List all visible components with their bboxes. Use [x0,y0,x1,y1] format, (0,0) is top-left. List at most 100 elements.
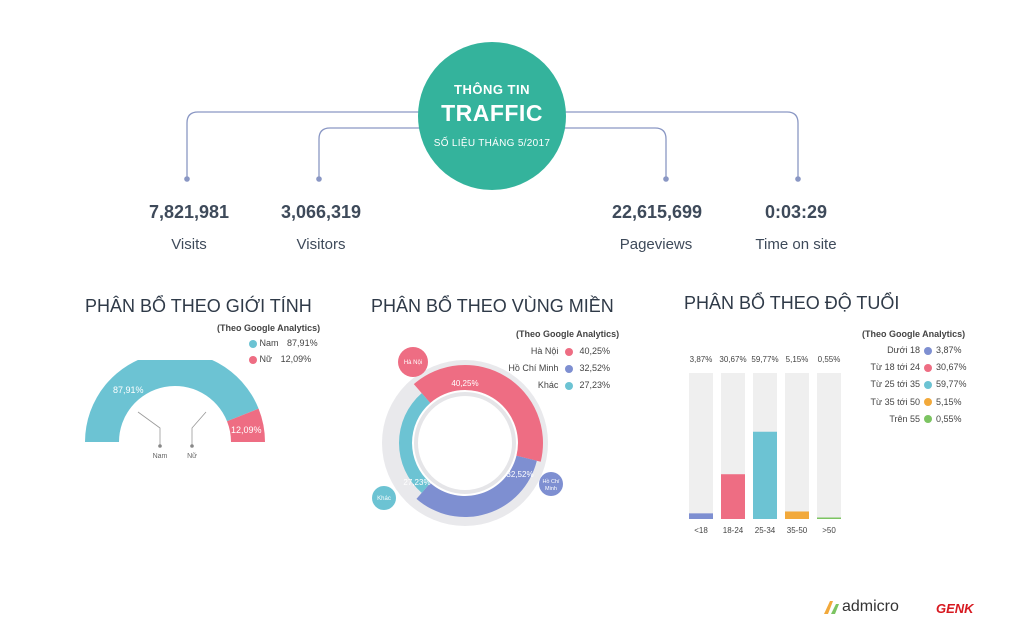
age-bar-value-label: 30,67% [719,355,746,364]
gender-slice-1 [227,408,265,442]
legend-label: Từ 25 tới 35 [870,379,920,390]
legend-dot [924,346,932,355]
age-legend-row: Trên 55 0,55% [850,413,970,425]
region-ring-gap [412,390,518,496]
gender-pointer-line [137,411,161,445]
legend-value: 59,77% [936,379,967,390]
legend-value: 3,87% [936,345,962,355]
age-legend-row: Từ 25 tới 35 59,77% [850,378,970,390]
stat-time-label: Time on site [755,236,837,253]
gender-value-label: 12,09% [231,425,262,435]
legend-label: Từ 35 tới 50 [870,396,920,407]
connector-pageviews [557,127,667,178]
gender-half-donut: 87,91% 12,09% Nam Nữ [85,360,265,460]
age-bar-chart: 3,87% <18 30,67% 18-24 59,77% 25-34 5,15% 35-50… [689,355,841,535]
genk-logo: GENK [936,601,974,616]
age-bar-track [817,373,841,519]
gender-pointer-line [191,411,207,445]
legend-dot [564,364,573,373]
legend-label: Từ 18 tới 24 [870,362,920,373]
connector-dot [184,176,190,182]
gender-pointer-dot [190,444,194,448]
region-source-note: (Theo Google Analytics) [516,329,620,339]
age-bar-track [785,373,809,519]
stat-pageviews-label: Pageviews [619,236,693,253]
connector-dot [795,176,801,182]
legend-value: 0,55% [936,413,962,424]
legend-label: Khác [537,380,559,390]
gender-value-label: 87,91% [113,385,144,395]
region-slice-2 [399,393,431,493]
admicro-logo: admicro [842,598,899,615]
region-bubble [398,347,428,377]
age-legend-row: Dưới 18 3,87% [850,344,970,356]
connector-dot [316,176,322,182]
age-chart-title: PHÂN BỔ THEO ĐỘ TUỔI [684,293,900,313]
age-bar [689,513,713,519]
legend-dot [924,381,932,390]
hero-title: TRAFFIC [441,100,543,126]
region-value-label: 27,23% [403,478,430,487]
region-legend-khac: Khác 27,23% [500,379,610,391]
gender-legend-nam: Nam 87,91% [249,337,318,349]
age-category-label: 18-24 [723,526,744,535]
legend-dot [924,363,932,372]
region-bubble [539,472,563,496]
age-bar [721,474,745,519]
legend-value: 30,67% [936,362,967,373]
region-slice-0 [413,365,543,462]
legend-value: 40,25% [579,346,610,356]
age-bar [753,431,777,519]
region-legend-hanoi: Hà Nội 40,25% [500,345,610,357]
legend-label: Hồ Chí Minh [508,363,559,373]
legend-dot [249,339,257,348]
region-chart-title: PHÂN BỔ THEO VÙNG MIỀN [371,296,614,316]
age-legend-row: Từ 18 tới 24 30,67% [850,361,970,373]
age-source-note: (Theo Google Analytics) [862,329,966,339]
stat-visits-value: 7,821,981 [148,202,230,222]
admicro-logo-icon [824,601,839,614]
gender-pointer-label: Nam [153,453,168,460]
stat-visits-label: Visits [171,236,207,253]
age-bar [785,511,809,519]
hero-circle: THÔNG TIN TRAFFIC SỐ LIỆU THÁNG 5/2017 [418,42,566,190]
age-bar-value-label: 59,77% [751,355,778,364]
legend-label: Dưới 18 [887,345,920,355]
region-slice-1 [416,455,537,517]
legend-value: 5,15% [936,396,962,407]
gender-legend-nu: Nữ 12,09% [249,353,311,365]
gender-chart-title: PHÂN BỔ THEO GIỚI TÍNH [85,296,312,316]
age-bar-value-label: 5,15% [786,355,809,364]
age-category-label: 35-50 [787,526,808,535]
gender-source-note: (Theo Google Analytics) [217,323,321,333]
legend-value: 12,09% [280,354,312,364]
age-bar-value-label: 3,87% [690,355,713,364]
legend-label: Nam [259,338,279,348]
legend-dot [249,355,257,364]
connector-dot [663,176,669,182]
legend-value: 27,23% [579,380,610,390]
gender-pointer-label: Nữ [187,453,197,460]
gender-pointer-dot [158,444,162,448]
connector-time [565,111,799,178]
age-bar-track [689,373,713,519]
age-bar-value-label: 0,55% [818,355,841,364]
age-category-label: >50 [822,526,836,535]
stat-visitors-value: 3,066,319 [280,202,362,222]
region-bubble-label: Minh [545,486,557,492]
legend-dot [564,381,573,390]
connector-visitors [318,127,430,178]
legend-dot [924,398,932,407]
region-value-label: 32,52% [506,470,533,479]
connector-visits [186,111,420,178]
legend-value: 32,52% [579,363,610,373]
region-legend-hcm: Hồ Chí Minh 32,52% [500,362,610,374]
age-category-label: <18 [694,526,708,535]
legend-label: Hà Nội [530,346,559,356]
age-bar [817,517,841,519]
region-bubble-label: Hà Nội [404,360,422,366]
region-value-label: 40,25% [451,379,478,388]
hero-line1: THÔNG TIN [454,82,530,97]
